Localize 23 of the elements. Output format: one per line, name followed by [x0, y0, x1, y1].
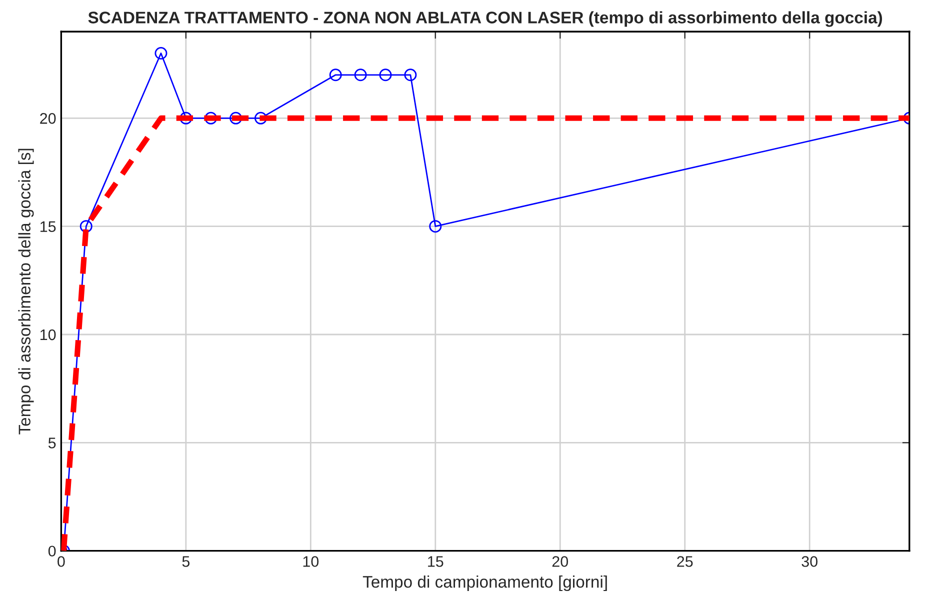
- x-tick-label: 0: [58, 556, 65, 567]
- point: [379, 68, 392, 82]
- x-tick-label: 15: [428, 556, 444, 567]
- y-tick-label: 10: [40, 329, 56, 340]
- x-tick-label: 25: [677, 556, 693, 567]
- point: [254, 112, 268, 124]
- x-tick-label: 10: [303, 556, 319, 567]
- y-tick-label: 20: [40, 113, 56, 124]
- chart-title: SCADENZA TRATTAMENTO - ZONA NON ABLATA CON LASER (tempo di assorbimento della goccia): [88, 11, 882, 27]
- point: [154, 47, 168, 60]
- x-tick-label: 20: [552, 556, 568, 567]
- y-tick-label: 15: [40, 221, 56, 232]
- x-axis-title: Tempo di campionamento [giorni]: [362, 576, 607, 592]
- point: [230, 112, 242, 124]
- point: [354, 68, 367, 82]
- y-tick-label: 5: [48, 438, 56, 448]
- x-tick-label: 30: [802, 556, 818, 567]
- x-tick-label: 5: [182, 556, 190, 567]
- point: [404, 68, 417, 82]
- point: [329, 68, 342, 82]
- point: [429, 220, 442, 233]
- y-tick-label: 0: [48, 546, 56, 557]
- y-axis-title: Tempo di assorbimento della goccia [s]: [18, 148, 34, 434]
